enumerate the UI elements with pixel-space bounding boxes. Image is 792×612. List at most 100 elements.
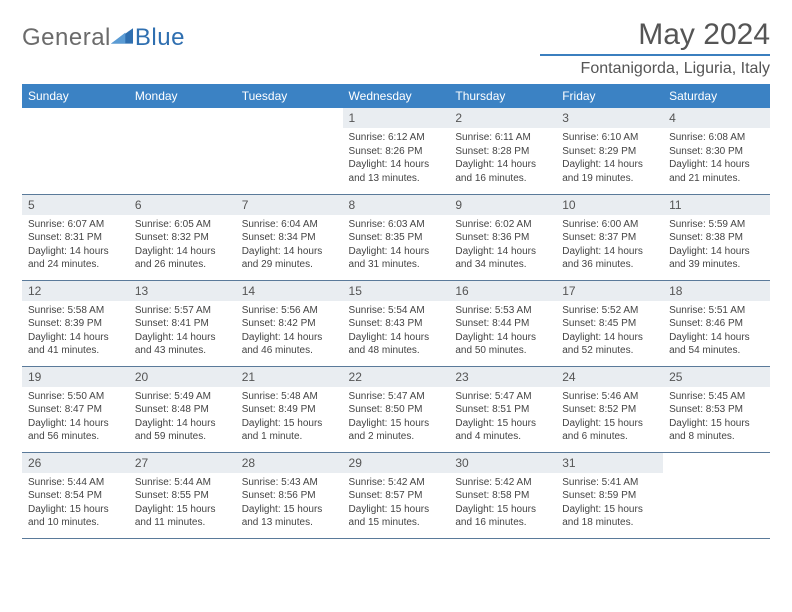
day-number: 20 — [129, 367, 236, 387]
day-number: 16 — [449, 281, 556, 301]
calendar-day-cell: 22Sunrise: 5:47 AMSunset: 8:50 PMDayligh… — [343, 366, 450, 452]
title-block: May 2024 Fontanigorda, Liguria, Italy — [540, 18, 770, 78]
day-details: Sunrise: 5:57 AMSunset: 8:41 PMDaylight:… — [129, 301, 236, 362]
calendar-day-cell: 27Sunrise: 5:44 AMSunset: 8:55 PMDayligh… — [129, 452, 236, 538]
calendar-day-cell: 23Sunrise: 5:47 AMSunset: 8:51 PMDayligh… — [449, 366, 556, 452]
calendar-week-row: 12Sunrise: 5:58 AMSunset: 8:39 PMDayligh… — [22, 280, 770, 366]
month-title: May 2024 — [540, 18, 770, 52]
day-details: Sunrise: 5:46 AMSunset: 8:52 PMDaylight:… — [556, 387, 663, 448]
day-details: Sunrise: 5:56 AMSunset: 8:42 PMDaylight:… — [236, 301, 343, 362]
day-details: Sunrise: 5:58 AMSunset: 8:39 PMDaylight:… — [22, 301, 129, 362]
day-number: 21 — [236, 367, 343, 387]
day-number: 26 — [22, 453, 129, 473]
calendar-day-cell: 28Sunrise: 5:43 AMSunset: 8:56 PMDayligh… — [236, 452, 343, 538]
day-number: 15 — [343, 281, 450, 301]
day-details: Sunrise: 5:52 AMSunset: 8:45 PMDaylight:… — [556, 301, 663, 362]
day-details: Sunrise: 5:44 AMSunset: 8:54 PMDaylight:… — [22, 473, 129, 534]
calendar-day-cell: 13Sunrise: 5:57 AMSunset: 8:41 PMDayligh… — [129, 280, 236, 366]
logo-triangle-icon — [111, 26, 133, 48]
day-number: 27 — [129, 453, 236, 473]
calendar-day-cell: 25Sunrise: 5:45 AMSunset: 8:53 PMDayligh… — [663, 366, 770, 452]
day-details: Sunrise: 5:42 AMSunset: 8:58 PMDaylight:… — [449, 473, 556, 534]
header: General Blue May 2024 Fontanigorda, Ligu… — [22, 18, 770, 78]
calendar-day-cell: 18Sunrise: 5:51 AMSunset: 8:46 PMDayligh… — [663, 280, 770, 366]
calendar-day-cell — [22, 108, 129, 194]
calendar-week-row: 5Sunrise: 6:07 AMSunset: 8:31 PMDaylight… — [22, 194, 770, 280]
calendar-day-cell: 4Sunrise: 6:08 AMSunset: 8:30 PMDaylight… — [663, 108, 770, 194]
day-details: Sunrise: 5:48 AMSunset: 8:49 PMDaylight:… — [236, 387, 343, 448]
day-details: Sunrise: 5:59 AMSunset: 8:38 PMDaylight:… — [663, 215, 770, 276]
logo-text-left: General — [22, 24, 111, 52]
calendar-day-cell: 10Sunrise: 6:00 AMSunset: 8:37 PMDayligh… — [556, 194, 663, 280]
day-details: Sunrise: 5:42 AMSunset: 8:57 PMDaylight:… — [343, 473, 450, 534]
calendar-day-cell: 6Sunrise: 6:05 AMSunset: 8:32 PMDaylight… — [129, 194, 236, 280]
calendar-day-cell: 5Sunrise: 6:07 AMSunset: 8:31 PMDaylight… — [22, 194, 129, 280]
calendar-day-cell: 16Sunrise: 5:53 AMSunset: 8:44 PMDayligh… — [449, 280, 556, 366]
calendar-day-cell: 14Sunrise: 5:56 AMSunset: 8:42 PMDayligh… — [236, 280, 343, 366]
day-number: 30 — [449, 453, 556, 473]
day-header: Thursday — [449, 84, 556, 108]
day-number: 9 — [449, 195, 556, 215]
day-number: 24 — [556, 367, 663, 387]
day-number: 25 — [663, 367, 770, 387]
calendar-day-cell: 19Sunrise: 5:50 AMSunset: 8:47 PMDayligh… — [22, 366, 129, 452]
day-number: 5 — [22, 195, 129, 215]
calendar-week-row: 26Sunrise: 5:44 AMSunset: 8:54 PMDayligh… — [22, 452, 770, 538]
day-details: Sunrise: 5:44 AMSunset: 8:55 PMDaylight:… — [129, 473, 236, 534]
calendar-day-cell — [663, 452, 770, 538]
logo-text-right: Blue — [135, 24, 185, 52]
day-number: 11 — [663, 195, 770, 215]
day-number: 1 — [343, 108, 450, 128]
day-number: 7 — [236, 195, 343, 215]
day-details: Sunrise: 5:49 AMSunset: 8:48 PMDaylight:… — [129, 387, 236, 448]
calendar-day-cell — [129, 108, 236, 194]
day-number: 3 — [556, 108, 663, 128]
day-details: Sunrise: 6:04 AMSunset: 8:34 PMDaylight:… — [236, 215, 343, 276]
calendar-day-cell: 26Sunrise: 5:44 AMSunset: 8:54 PMDayligh… — [22, 452, 129, 538]
day-details: Sunrise: 6:05 AMSunset: 8:32 PMDaylight:… — [129, 215, 236, 276]
day-number: 12 — [22, 281, 129, 301]
calendar-week-row: 19Sunrise: 5:50 AMSunset: 8:47 PMDayligh… — [22, 366, 770, 452]
day-header: Sunday — [22, 84, 129, 108]
day-number: 2 — [449, 108, 556, 128]
calendar-day-cell: 12Sunrise: 5:58 AMSunset: 8:39 PMDayligh… — [22, 280, 129, 366]
calendar-day-cell: 31Sunrise: 5:41 AMSunset: 8:59 PMDayligh… — [556, 452, 663, 538]
calendar-day-cell: 11Sunrise: 5:59 AMSunset: 8:38 PMDayligh… — [663, 194, 770, 280]
day-details: Sunrise: 6:02 AMSunset: 8:36 PMDaylight:… — [449, 215, 556, 276]
day-details: Sunrise: 6:03 AMSunset: 8:35 PMDaylight:… — [343, 215, 450, 276]
calendar-day-cell: 3Sunrise: 6:10 AMSunset: 8:29 PMDaylight… — [556, 108, 663, 194]
calendar-day-cell: 15Sunrise: 5:54 AMSunset: 8:43 PMDayligh… — [343, 280, 450, 366]
day-number: 19 — [22, 367, 129, 387]
calendar-day-cell: 29Sunrise: 5:42 AMSunset: 8:57 PMDayligh… — [343, 452, 450, 538]
calendar-day-cell: 8Sunrise: 6:03 AMSunset: 8:35 PMDaylight… — [343, 194, 450, 280]
day-number: 4 — [663, 108, 770, 128]
calendar-day-cell: 24Sunrise: 5:46 AMSunset: 8:52 PMDayligh… — [556, 366, 663, 452]
day-details: Sunrise: 6:12 AMSunset: 8:26 PMDaylight:… — [343, 128, 450, 189]
day-details: Sunrise: 5:47 AMSunset: 8:51 PMDaylight:… — [449, 387, 556, 448]
day-number: 23 — [449, 367, 556, 387]
calendar-day-cell: 17Sunrise: 5:52 AMSunset: 8:45 PMDayligh… — [556, 280, 663, 366]
calendar-table: SundayMondayTuesdayWednesdayThursdayFrid… — [22, 84, 770, 539]
day-details: Sunrise: 5:50 AMSunset: 8:47 PMDaylight:… — [22, 387, 129, 448]
day-number: 17 — [556, 281, 663, 301]
day-number: 8 — [343, 195, 450, 215]
calendar-week-row: 1Sunrise: 6:12 AMSunset: 8:26 PMDaylight… — [22, 108, 770, 194]
calendar-day-cell: 21Sunrise: 5:48 AMSunset: 8:49 PMDayligh… — [236, 366, 343, 452]
calendar-day-cell: 20Sunrise: 5:49 AMSunset: 8:48 PMDayligh… — [129, 366, 236, 452]
calendar-day-cell: 2Sunrise: 6:11 AMSunset: 8:28 PMDaylight… — [449, 108, 556, 194]
day-details: Sunrise: 6:08 AMSunset: 8:30 PMDaylight:… — [663, 128, 770, 189]
calendar-day-cell: 30Sunrise: 5:42 AMSunset: 8:58 PMDayligh… — [449, 452, 556, 538]
day-number: 18 — [663, 281, 770, 301]
day-number: 29 — [343, 453, 450, 473]
day-header: Wednesday — [343, 84, 450, 108]
day-details: Sunrise: 6:11 AMSunset: 8:28 PMDaylight:… — [449, 128, 556, 189]
day-details: Sunrise: 6:10 AMSunset: 8:29 PMDaylight:… — [556, 128, 663, 189]
day-details: Sunrise: 6:00 AMSunset: 8:37 PMDaylight:… — [556, 215, 663, 276]
calendar-day-cell — [236, 108, 343, 194]
day-header: Saturday — [663, 84, 770, 108]
calendar-day-cell: 1Sunrise: 6:12 AMSunset: 8:26 PMDaylight… — [343, 108, 450, 194]
day-details: Sunrise: 5:47 AMSunset: 8:50 PMDaylight:… — [343, 387, 450, 448]
location: Fontanigorda, Liguria, Italy — [540, 54, 770, 78]
calendar-day-cell: 7Sunrise: 6:04 AMSunset: 8:34 PMDaylight… — [236, 194, 343, 280]
calendar-day-cell: 9Sunrise: 6:02 AMSunset: 8:36 PMDaylight… — [449, 194, 556, 280]
